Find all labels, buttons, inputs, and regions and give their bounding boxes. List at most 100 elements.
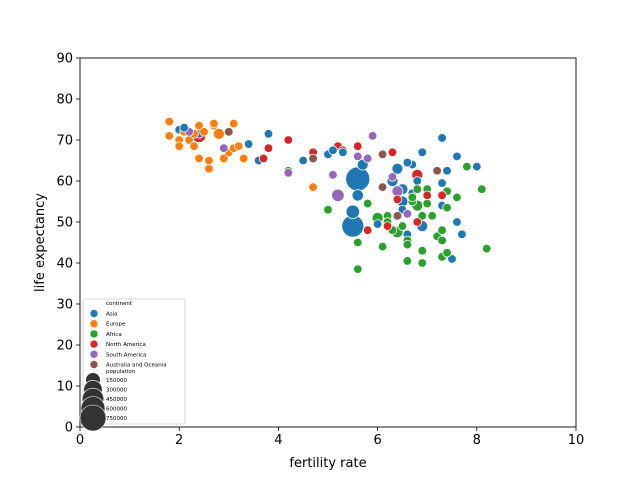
data-point	[308, 182, 318, 192]
data-point	[263, 129, 274, 139]
data-point	[298, 155, 308, 166]
x-axis-ticks: 0 2 4 6 8 10	[76, 427, 584, 448]
legend-label: Europe	[106, 322, 126, 328]
data-point	[331, 188, 345, 203]
x-tick-label: 4	[274, 433, 282, 448]
data-point	[204, 155, 214, 166]
data-point	[362, 153, 373, 164]
data-point	[472, 161, 482, 172]
data-point	[328, 170, 338, 180]
legend-label: Asia	[106, 312, 118, 318]
data-point	[283, 135, 294, 145]
x-tick-label: 8	[473, 433, 481, 448]
data-point	[283, 168, 294, 178]
legend-marker	[89, 349, 99, 359]
y-tick-label: 0	[65, 421, 73, 436]
data-point	[391, 162, 404, 175]
plot-frame	[79, 57, 577, 428]
data-point	[189, 141, 199, 151]
data-point	[204, 163, 214, 174]
plot-area	[164, 116, 492, 274]
legend-label: South America	[106, 352, 146, 358]
data-point	[328, 145, 338, 155]
data-point	[212, 127, 225, 140]
data-point	[462, 161, 472, 172]
data-point	[437, 178, 447, 188]
data-point	[437, 133, 447, 143]
data-point	[392, 211, 403, 221]
data-point	[452, 192, 462, 203]
data-point	[308, 153, 318, 164]
data-point	[377, 241, 388, 252]
data-point	[447, 254, 457, 264]
x-tick-label: 6	[373, 433, 381, 448]
data-point	[351, 189, 364, 202]
data-point	[164, 116, 175, 127]
x-tick-label: 0	[76, 433, 84, 448]
y-tick-label: 50	[56, 216, 73, 231]
data-point	[229, 118, 239, 129]
data-point	[224, 127, 234, 137]
x-tick-label: 10	[568, 433, 585, 448]
y-axis-label: life expectancy	[33, 193, 48, 292]
data-point	[417, 245, 427, 256]
legend-size-label: 300000	[106, 388, 127, 394]
y-tick-label: 10	[56, 380, 73, 395]
data-point	[164, 131, 175, 141]
legend-box	[82, 298, 186, 425]
data-point	[345, 166, 371, 192]
data-point	[367, 131, 378, 141]
data-point	[179, 122, 189, 133]
data-point	[362, 198, 373, 209]
legend-hue-items: Asia Europe Africa North America South Ameri…	[89, 309, 167, 369]
data-point	[362, 225, 373, 235]
data-point	[353, 264, 363, 274]
legend-label: Africa	[106, 332, 122, 338]
y-tick-label: 20	[56, 339, 73, 354]
legend-label: North America	[106, 342, 146, 348]
data-point	[477, 184, 487, 194]
legend-size-label: 450000	[106, 397, 127, 403]
data-point	[417, 147, 427, 158]
legend-marker	[89, 339, 99, 349]
data-point	[457, 229, 467, 240]
legend-size-title: population	[106, 369, 136, 375]
legend-size-label: 150000	[106, 378, 127, 384]
data-point	[442, 248, 452, 258]
data-point	[452, 217, 462, 227]
data-point	[442, 202, 452, 213]
legend-marker	[89, 329, 99, 339]
y-axis-ticks: 0 10 20 30 40 50 60 70 80 90	[56, 52, 80, 436]
data-point	[372, 219, 383, 229]
data-point	[437, 225, 447, 235]
data-point	[263, 143, 274, 153]
data-point	[353, 141, 363, 151]
data-point	[452, 151, 462, 162]
data-point	[387, 147, 398, 158]
data-point	[238, 153, 249, 164]
data-point	[427, 211, 437, 221]
legend-hue-title: continent	[106, 301, 133, 307]
data-point	[377, 182, 388, 192]
data-point	[417, 258, 427, 268]
legend-marker	[89, 360, 99, 369]
data-point	[412, 217, 423, 227]
data-point	[397, 221, 408, 231]
data-point	[338, 147, 348, 158]
legend-size-items: 150000 300000 450000 600000 750000	[79, 372, 127, 432]
data-point	[353, 151, 363, 162]
y-tick-label: 90	[56, 52, 73, 67]
y-tick-label: 60	[56, 175, 73, 190]
data-point	[387, 172, 398, 182]
data-point	[422, 190, 432, 201]
data-point	[402, 157, 413, 168]
y-tick-label: 40	[56, 257, 73, 272]
data-point	[402, 239, 413, 250]
y-tick-label: 80	[56, 93, 73, 108]
data-point	[219, 153, 229, 164]
legend-marker	[89, 309, 99, 318]
data-point	[258, 153, 269, 164]
data-point	[481, 243, 492, 254]
y-tick-label: 30	[56, 298, 73, 313]
